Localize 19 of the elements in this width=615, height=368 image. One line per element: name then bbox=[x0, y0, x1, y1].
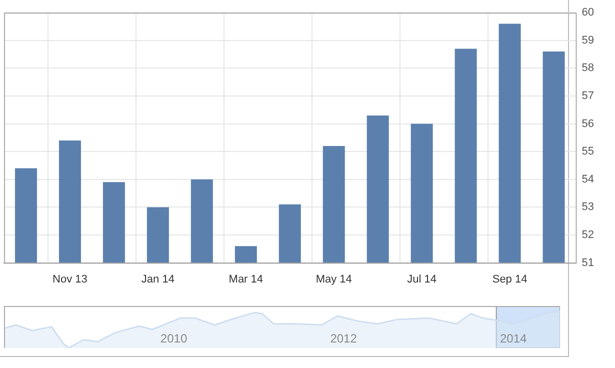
y-tick-label: 60 bbox=[582, 6, 594, 19]
y-tick-label: 56 bbox=[582, 118, 594, 130]
x-tick-label: Mar 14 bbox=[228, 273, 264, 286]
y-tick-label: 55 bbox=[582, 146, 594, 158]
x-tick-label: Sep 14 bbox=[492, 273, 528, 286]
y-tick-label: 51 bbox=[582, 256, 594, 269]
y-tick-label: 59 bbox=[582, 34, 594, 46]
x-tick-label: Nov 13 bbox=[52, 273, 88, 286]
x-tick-label: Jul 14 bbox=[407, 273, 437, 286]
x-tick-label: 2010 bbox=[160, 332, 188, 346]
y-tick-label: 54 bbox=[582, 173, 594, 186]
y-tick-label: 58 bbox=[582, 62, 594, 74]
x-tick-label: May 14 bbox=[316, 273, 352, 286]
x-tick-label: Jan 14 bbox=[141, 273, 174, 286]
y-tick-label: 53 bbox=[582, 201, 594, 214]
x-tick-label: 2012 bbox=[330, 332, 358, 346]
x-tick-label: 2014 bbox=[500, 332, 527, 346]
y-tick-label: 52 bbox=[582, 229, 594, 242]
y-tick-label: 57 bbox=[582, 90, 594, 102]
